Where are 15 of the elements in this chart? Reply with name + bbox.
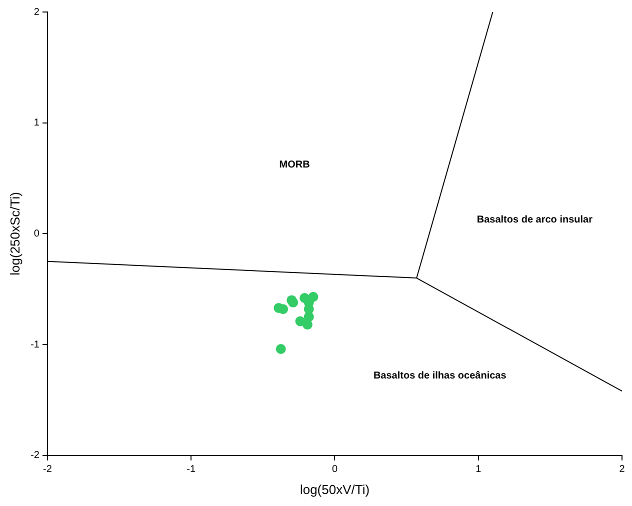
- x-tick-label: -1: [186, 464, 196, 476]
- y-axis-title: log(250xSc/Ti): [7, 192, 22, 276]
- x-tick-label: -2: [43, 464, 52, 476]
- y-tick-label: -2: [30, 450, 40, 462]
- x-tick-label: 0: [332, 464, 338, 476]
- x-axis-title: log(50xV/Ti): [300, 482, 370, 497]
- x-tick-label: 1: [476, 464, 482, 476]
- y-tick-label: -1: [30, 339, 40, 350]
- annotation: Basaltos de arco insular: [476, 214, 593, 226]
- y-tick-label: 2: [34, 6, 40, 18]
- y-tick-label: 1: [34, 118, 40, 129]
- annotation: MORB: [279, 160, 310, 171]
- x-tick-label: 2: [619, 464, 626, 476]
- y-tick-label: 0: [34, 228, 40, 240]
- annotation: Basaltos de ilhas oceânicas: [373, 370, 507, 382]
